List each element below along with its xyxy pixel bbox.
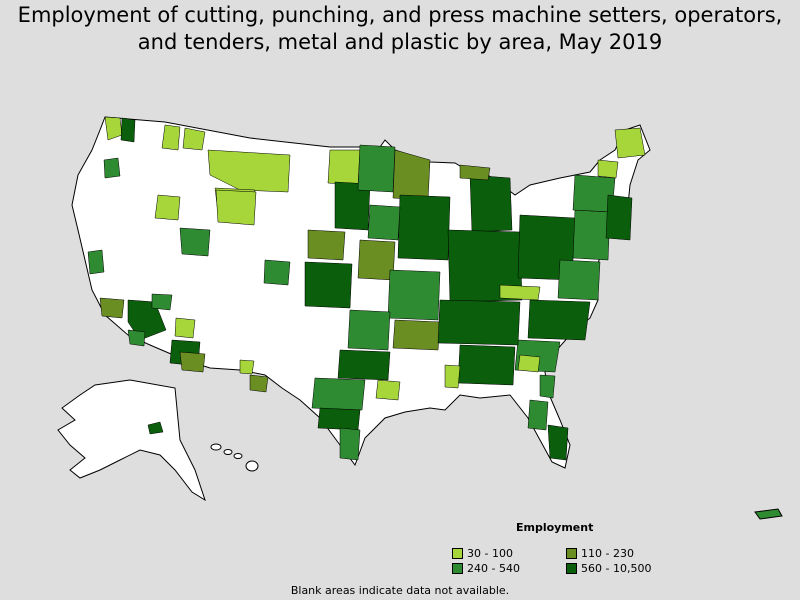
legend-item-30-100: 30 - 100 xyxy=(452,547,513,560)
legend-label: 110 - 230 xyxy=(581,547,634,560)
legend-swatch xyxy=(566,563,577,574)
alaska-green-area xyxy=(147,421,164,435)
employment-areas xyxy=(87,116,646,461)
legend-label: 240 - 540 xyxy=(467,562,520,575)
footnote: Blank areas indicate data not available. xyxy=(290,584,510,597)
legend-title: Employment xyxy=(516,521,594,534)
legend-swatch xyxy=(452,563,463,574)
legend-label: 560 - 10,500 xyxy=(581,562,652,575)
legend-item-560-10500: 560 - 10,500 xyxy=(566,562,651,575)
legend-swatch xyxy=(452,548,463,559)
puerto-rico-outline xyxy=(754,508,783,520)
legend-swatch xyxy=(566,548,577,559)
legend-item-110-230: 110 - 230 xyxy=(566,547,634,560)
map-title: Employment of cutting, punching, and pre… xyxy=(0,2,800,56)
legend-item-240-540: 240 - 540 xyxy=(452,562,520,575)
legend-label: 30 - 100 xyxy=(467,547,513,560)
map-title-line-2: and tenders, metal and plastic by area, … xyxy=(137,30,663,54)
map-title-line-1: Employment of cutting, punching, and pre… xyxy=(17,3,783,27)
alaska-outline xyxy=(57,379,206,502)
hawaii-outline xyxy=(210,443,259,472)
